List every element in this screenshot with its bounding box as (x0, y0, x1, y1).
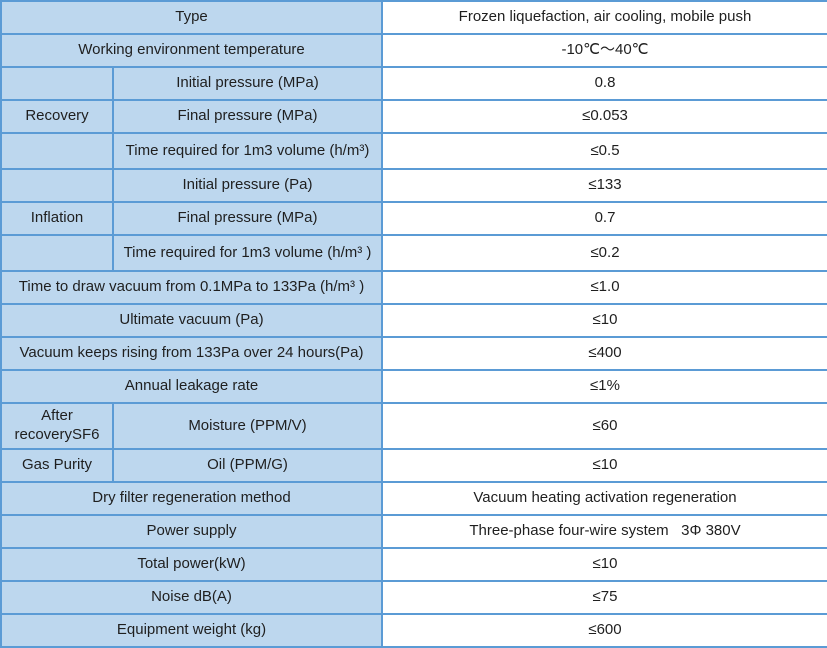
row-label-cell: Final pressure (MPa) (112, 99, 383, 134)
row-label-cell: Power supply (0, 514, 383, 549)
row-label-cell: Oil (PPM/G) (112, 448, 383, 483)
table-row-inflation-time-required: Time required for 1m3 volume (h/m³ ) ≤0.… (0, 234, 827, 272)
row-label-cell: Ultimate vacuum (Pa) (0, 303, 383, 338)
table-row-ultimate-vacuum: Ultimate vacuum (Pa) ≤10 (0, 303, 827, 338)
row-value-cell: ≤10 (381, 303, 827, 338)
table-row-time-to-draw-vacuum: Time to draw vacuum from 0.1MPa to 133Pa… (0, 270, 827, 305)
row-value-cell: ≤133 (381, 168, 827, 203)
row-value-cell: ≤1.0 (381, 270, 827, 305)
table-row-recovery-initial-pressure: Initial pressure (MPa) 0.8 (0, 66, 827, 101)
row-value-cell: ≤60 (381, 402, 827, 450)
row-value-cell: ≤0.2 (381, 234, 827, 272)
row-group-cell: After recoverySF6 (0, 402, 114, 450)
table-row-power-supply: Power supply Three-phase four-wire syste… (0, 514, 827, 549)
row-label-cell: Final pressure (MPa) (112, 201, 383, 236)
table-row-recovery-time-required: Time required for 1m3 volume (h/m³) ≤0.5 (0, 132, 827, 170)
row-value-cell: -10℃～40℃ (381, 33, 827, 68)
row-label-cell: Moisture (PPM/V) (112, 402, 383, 450)
table-row-type: Type Frozen liquefaction, air cooling, m… (0, 0, 827, 35)
row-label-cell: Initial pressure (Pa) (112, 168, 383, 203)
row-value-cell: ≤75 (381, 580, 827, 615)
row-label-cell: Noise dB(A) (0, 580, 383, 615)
table-row-inflation-initial-pressure: Initial pressure (Pa) ≤133 (0, 168, 827, 203)
row-label-cell: Time to draw vacuum from 0.1MPa to 133Pa… (0, 270, 383, 305)
row-value-cell: ≤10 (381, 547, 827, 582)
row-label-cell: Dry filter regeneration method (0, 481, 383, 516)
row-group-cell (0, 132, 114, 170)
row-group-cell (0, 234, 114, 272)
table-row-moisture: After recoverySF6 Moisture (PPM/V) ≤60 (0, 402, 827, 450)
row-value-cell: Frozen liquefaction, air cooling, mobile… (381, 0, 827, 35)
row-label-cell: Initial pressure (MPa) (112, 66, 383, 101)
row-label-cell: Total power(kW) (0, 547, 383, 582)
row-value-cell: ≤400 (381, 336, 827, 371)
row-label-cell: Vacuum keeps rising from 133Pa over 24 h… (0, 336, 383, 371)
table-row-total-power: Total power(kW) ≤10 (0, 547, 827, 582)
row-label-cell: Annual leakage rate (0, 369, 383, 404)
row-value-cell: ≤10 (381, 448, 827, 483)
row-group-cell: Gas Purity (0, 448, 114, 483)
row-label-cell: Equipment weight (kg) (0, 613, 383, 648)
row-group-cell: Inflation (0, 201, 114, 236)
row-value-cell: ≤600 (381, 613, 827, 648)
table-row-annual-leakage-rate: Annual leakage rate ≤1% (0, 369, 827, 404)
row-group-cell: Recovery (0, 99, 114, 134)
row-value-cell: ≤0.5 (381, 132, 827, 170)
row-label-cell: Working environment temperature (0, 33, 383, 68)
row-label-cell: Type (0, 0, 383, 35)
table-row-oil: Gas Purity Oil (PPM/G) ≤10 (0, 448, 827, 483)
table-row-working-temperature: Working environment temperature -10℃～40℃ (0, 33, 827, 68)
table-row-inflation-final-pressure: Inflation Final pressure (MPa) 0.7 (0, 201, 827, 236)
row-value-cell: Vacuum heating activation regeneration (381, 481, 827, 516)
row-label-cell: Time required for 1m3 volume (h/m³) (112, 132, 383, 170)
row-value-cell: 0.7 (381, 201, 827, 236)
row-group-cell (0, 168, 114, 203)
table-row-recovery-final-pressure: Recovery Final pressure (MPa) ≤0.053 (0, 99, 827, 134)
table-row-dry-filter-regeneration: Dry filter regeneration method Vacuum he… (0, 481, 827, 516)
row-value-cell: ≤1% (381, 369, 827, 404)
table-row-vacuum-rising: Vacuum keeps rising from 133Pa over 24 h… (0, 336, 827, 371)
table-row-equipment-weight: Equipment weight (kg) ≤600 (0, 613, 827, 648)
row-value-cell: Three-phase four-wire system 3Φ 380V (381, 514, 827, 549)
row-group-cell (0, 66, 114, 101)
row-value-cell: ≤0.053 (381, 99, 827, 134)
table-row-noise: Noise dB(A) ≤75 (0, 580, 827, 615)
row-label-cell: Time required for 1m3 volume (h/m³ ) (112, 234, 383, 272)
row-value-cell: 0.8 (381, 66, 827, 101)
